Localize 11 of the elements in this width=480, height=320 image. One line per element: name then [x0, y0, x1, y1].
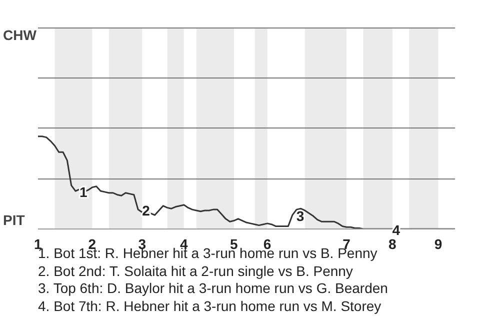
x-tick-label: 5 [230, 236, 238, 252]
x-tick-label: 9 [434, 236, 442, 252]
text: 4. Bot 7th: R. Hebner hit a 3-run home run vs M. Storey [38, 298, 382, 315]
x-tick-label: 8 [388, 236, 396, 252]
x-tick-label: 6 [263, 236, 272, 252]
annotation: 3 [296, 208, 304, 224]
text: 2. Bot 2nd: T. Solaita hit a 2-run single vs B. Penny [38, 262, 354, 280]
annotation: 4 [392, 222, 400, 238]
text: 3. Top 6th: D. Baylor hit a 3-run home run vs G. Bearden [38, 280, 388, 298]
text: CHW [3, 27, 36, 43]
text: PIT [3, 212, 25, 228]
